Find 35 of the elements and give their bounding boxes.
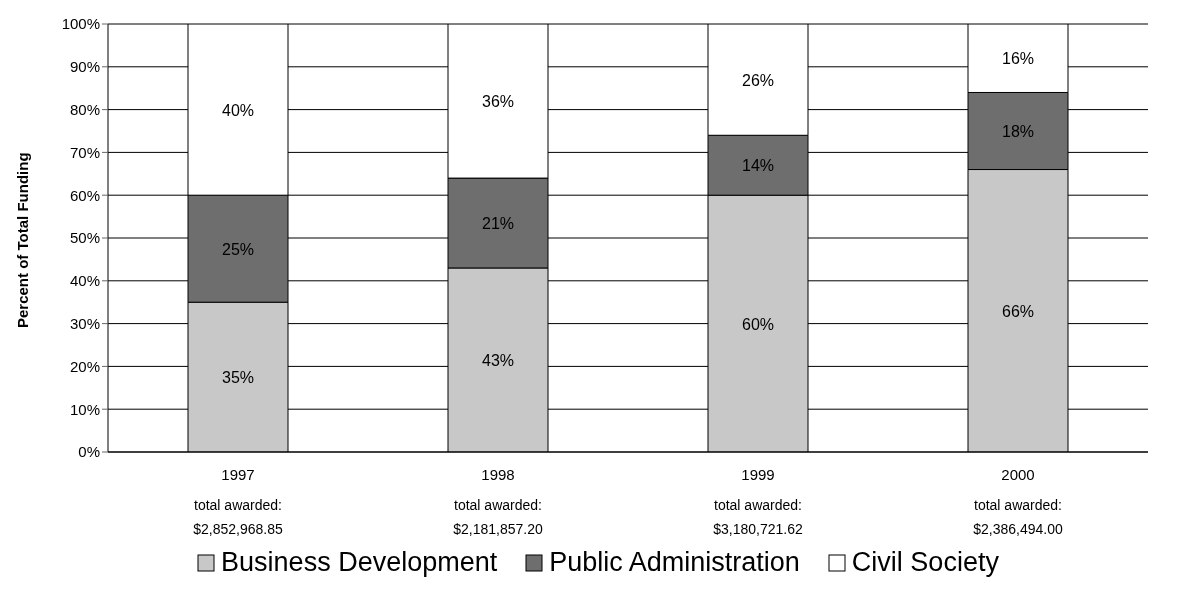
y-axis-title: Percent of Total Funding: [14, 152, 32, 328]
legend-label: Public Administration: [549, 547, 800, 578]
data-label: 40%: [221, 101, 255, 119]
data-label: 36%: [481, 93, 515, 111]
y-tick-label: 100%: [61, 15, 100, 33]
data-label: 16%: [1001, 50, 1035, 68]
data-label: 26%: [741, 71, 775, 89]
text: total awarded: $2,852,968.85: [193, 497, 283, 537]
data-label: 18%: [1001, 123, 1035, 140]
text: total awarded: $2,386,494.00: [973, 497, 1063, 537]
y-tick-label: 10%: [69, 400, 100, 418]
y-tick-label: 40%: [69, 272, 100, 290]
y-tick-label: 90%: [69, 58, 100, 76]
x-tick-label: 2000: [1001, 466, 1035, 483]
x-tick-label: 1999: [741, 466, 775, 483]
y-tick-label: 60%: [69, 186, 100, 204]
y-tick-label: 80%: [69, 100, 100, 118]
data-label: 35%: [221, 369, 255, 387]
data-label: 21%: [481, 215, 515, 233]
y-tick-label: 30%: [69, 314, 100, 332]
data-label: 60%: [741, 315, 775, 333]
data-label: 66%: [1001, 302, 1035, 320]
text: total awarded: $3,180,721.62: [713, 497, 803, 537]
data-label: 43%: [481, 351, 515, 369]
legend-label: Civil Society: [851, 547, 999, 578]
y-tick-label: 50%: [69, 229, 100, 247]
x-tick-label: 1998: [481, 466, 515, 483]
y-tick-label: 0%: [78, 443, 100, 461]
y-tick-label: 20%: [69, 357, 100, 375]
x-tick-label: 1997: [221, 466, 255, 483]
legend-label: Business Development: [221, 547, 498, 578]
data-label: 25%: [221, 240, 255, 258]
text: total awarded: $2,181,857.20: [453, 497, 543, 537]
data-label: 14%: [741, 157, 775, 175]
y-tick-label: 70%: [69, 143, 100, 161]
